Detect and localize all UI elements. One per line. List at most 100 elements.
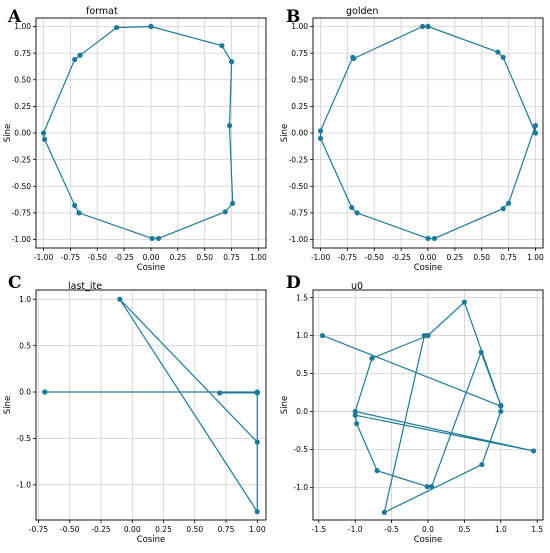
y-axis-label: Sine — [3, 124, 13, 142]
y-tick-label: -0.5 — [293, 445, 308, 454]
data-point — [421, 332, 427, 339]
x-tick-label: 0.00 — [420, 253, 437, 262]
x-tick-label: 1.0 — [495, 525, 507, 534]
y-tick-label: 0.50 — [14, 75, 31, 84]
data-point — [254, 509, 260, 515]
data-point — [530, 448, 537, 454]
x-tick-label: 0.00 — [124, 525, 141, 534]
series-line — [44, 298, 258, 513]
x-tick-label: -1.5 — [312, 525, 327, 534]
x-tick-label: 1.00 — [250, 253, 267, 262]
y-tick-label: -0.5 — [16, 434, 31, 443]
x-tick-label: 0.25 — [170, 253, 187, 262]
x-tick-label: 0.00 — [143, 253, 160, 262]
y-tick-label: 1.5 — [296, 293, 308, 302]
data-point — [374, 468, 380, 474]
x-tick-label: 0.50 — [473, 253, 490, 262]
data-point — [219, 43, 225, 49]
x-axis-label: Cosine — [414, 535, 443, 545]
data-point — [230, 200, 236, 206]
data-point — [506, 200, 512, 206]
x-tick-label: -0.25 — [391, 253, 411, 262]
x-tick-label: 0.25 — [155, 525, 172, 534]
data-point — [461, 299, 467, 305]
data-point — [354, 420, 360, 427]
data-point — [217, 390, 223, 396]
y-axis-label: Sine — [280, 124, 290, 142]
y-tick-label: -0.50 — [12, 182, 32, 191]
y-axis-label: Sine — [280, 396, 290, 414]
data-point — [229, 59, 235, 65]
y-tick-label: 1.00 — [291, 22, 308, 31]
series-line — [42, 25, 234, 239]
y-tick-label: 0.75 — [291, 49, 308, 58]
panel-letter: A — [7, 7, 22, 27]
data-point — [72, 202, 78, 209]
panel-letter: B — [286, 7, 300, 27]
data-point — [114, 24, 120, 31]
data-point — [354, 210, 360, 216]
data-point — [495, 49, 501, 55]
data-point — [155, 235, 162, 242]
y-tick-label: -1.0 — [293, 483, 308, 492]
data-point — [40, 130, 47, 136]
x-tick-label: 1.00 — [249, 525, 266, 534]
data-point — [500, 206, 506, 212]
x-tick-label: -0.75 — [61, 253, 81, 262]
x-tick-label: 0.75 — [500, 253, 517, 262]
x-tick-label: 0.50 — [186, 525, 203, 534]
x-tick-label: -0.5 — [384, 525, 399, 534]
data-point — [498, 408, 504, 415]
data-point — [226, 122, 233, 129]
x-tick-label: 0.5 — [458, 525, 470, 534]
x-tick-label: 1.00 — [527, 253, 544, 262]
data-point — [254, 439, 260, 445]
data-point — [420, 23, 426, 30]
data-point — [479, 461, 485, 468]
y-tick-label: 1.00 — [14, 22, 31, 31]
data-point — [532, 130, 539, 136]
data-point — [72, 56, 78, 63]
data-point — [42, 389, 48, 395]
data-point — [425, 23, 431, 30]
series-line — [322, 301, 535, 514]
x-tick-label: -0.75 — [29, 525, 49, 534]
data-point — [117, 296, 123, 302]
data-point — [352, 412, 358, 418]
y-tick-label: 0.00 — [14, 129, 31, 138]
data-point — [424, 484, 430, 490]
y-tick-label: -1.00 — [12, 235, 32, 244]
data-point — [148, 23, 154, 30]
data-point — [317, 135, 324, 141]
y-tick-label: 0.25 — [291, 102, 308, 111]
data-point — [381, 509, 387, 516]
x-tick-label: -0.25 — [91, 525, 111, 534]
panel-letter: D — [286, 273, 301, 293]
y-tick-label: 0.75 — [14, 49, 31, 58]
data-point — [350, 54, 356, 60]
data-point — [478, 349, 484, 355]
y-axis-label: Sine — [3, 396, 13, 414]
y-tick-label: 0.50 — [291, 75, 308, 84]
data-point — [532, 122, 539, 129]
data-point — [77, 52, 83, 58]
data-point — [429, 484, 435, 490]
chart-title: golden — [346, 6, 378, 17]
x-tick-label: -0.25 — [114, 253, 134, 262]
data-point — [431, 235, 438, 242]
x-tick-label: 1.5 — [531, 525, 543, 534]
x-tick-label: -0.50 — [365, 253, 385, 262]
y-tick-label: -0.75 — [12, 209, 32, 218]
data-point — [425, 332, 431, 339]
plot-frame — [35, 289, 267, 521]
x-axis-label: Cosine — [137, 263, 166, 273]
x-tick-label: 0.25 — [447, 253, 464, 262]
y-tick-label: -1.0 — [16, 480, 31, 489]
x-tick-label: -0.50 — [60, 525, 80, 534]
chart-title: last_ite — [68, 281, 102, 292]
x-tick-label: 0.0 — [422, 525, 434, 534]
y-tick-label: 0.0 — [19, 388, 31, 397]
